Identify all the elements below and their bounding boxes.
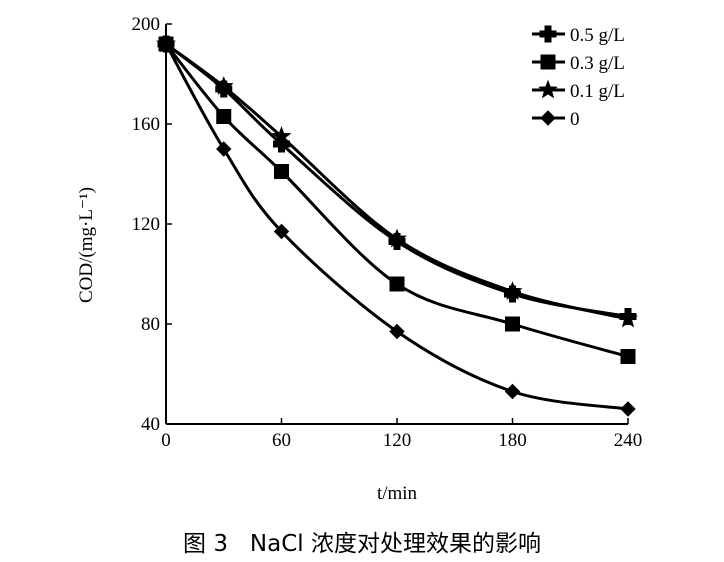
legend-label: 0.5 g/L	[570, 25, 625, 46]
legend-label: 0.3 g/L	[570, 53, 625, 74]
data-point	[505, 316, 520, 332]
data-point	[620, 401, 636, 417]
legend-marker	[540, 110, 556, 126]
x-tick-label: 180	[498, 430, 527, 451]
legend-item: 0	[532, 109, 580, 130]
legend-item: 0.3 g/L	[532, 53, 625, 74]
data-point	[273, 223, 290, 240]
data-point	[389, 276, 405, 292]
data-point	[620, 349, 636, 364]
legend: 0.5 g/L 0.3 g/L 0.1 g/L 0	[532, 25, 625, 130]
y-tick-label: 120	[132, 214, 161, 235]
series-line	[165, 42, 629, 318]
x-axis-title: t/min	[377, 483, 418, 504]
legend-marker	[539, 25, 557, 43]
series-4	[158, 36, 636, 417]
legend-marker	[540, 54, 556, 70]
y-tick-label: 160	[132, 114, 161, 135]
data-point	[389, 323, 405, 340]
data-point	[618, 308, 638, 328]
legend-marker	[538, 79, 558, 99]
data-point	[504, 383, 521, 400]
y-tick-label: 40	[141, 414, 160, 435]
y-axis-title: COD/(mg·L⁻¹)	[76, 187, 97, 303]
data-point	[387, 228, 407, 248]
legend-item: 0.5 g/L	[532, 25, 625, 46]
legend-item: 0.1 g/L	[532, 79, 625, 102]
y-tick-label: 200	[132, 14, 161, 35]
series-layer	[156, 33, 638, 417]
cod-chart: 40 80 120 160 200 0 60 120 180 240 0.5 g/L 0.3 g/L…	[76, 14, 643, 504]
legend-label: 0.1 g/L	[570, 81, 625, 102]
y-tick-label: 80	[141, 314, 160, 335]
data-point	[216, 141, 232, 157]
legend-label: 0	[570, 109, 580, 130]
x-tick-label: 240	[614, 430, 643, 451]
data-point	[274, 164, 289, 179]
data-point	[158, 36, 174, 52]
figure-caption: 图 3 NaCl 浓度对处理效果的影响	[183, 531, 541, 557]
data-point	[216, 109, 232, 124]
data-point	[502, 281, 523, 300]
data-point	[271, 126, 292, 145]
axes	[165, 24, 628, 425]
series-line	[164, 43, 629, 411]
ticks: 40 80 120 160 200 0 60 120 180 240	[132, 14, 643, 451]
x-tick-label: 60	[272, 430, 291, 451]
x-tick-label: 0	[161, 430, 171, 451]
x-tick-label: 120	[383, 430, 412, 451]
data-point	[213, 76, 234, 95]
